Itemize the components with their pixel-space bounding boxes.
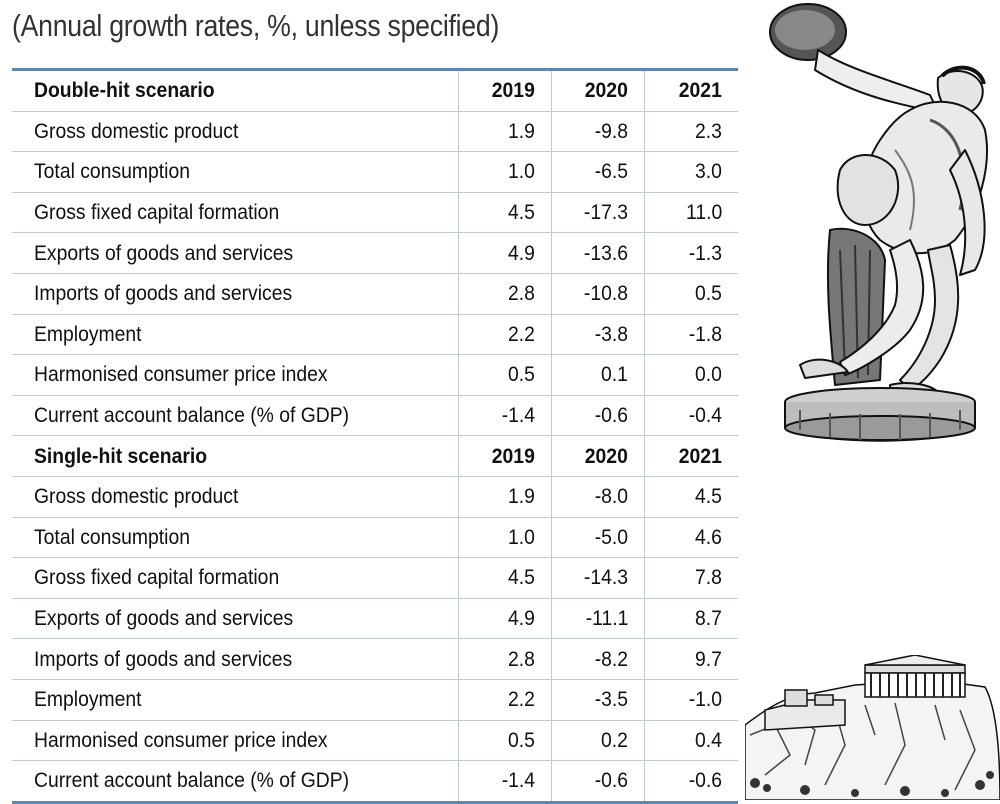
value-cell: -3.8	[551, 314, 644, 355]
table-subtitle: (Annual growth rates, %, unless specifie…	[12, 8, 500, 43]
value-cell: -3.5	[551, 679, 644, 720]
value-cell: -11.1	[551, 598, 644, 639]
table-row: Current account balance (% of GDP) -1.4 -0…	[12, 761, 738, 801]
row-label: Harmonised consumer price index	[34, 727, 328, 752]
table-row: Imports of goods and services 2.8 -8.2 9.7	[12, 639, 738, 680]
row-label: Current account balance (% of GDP)	[34, 403, 350, 428]
economic-outlook-table: Double-hit scenario 2019 2020 2021 Gross dom…	[12, 68, 738, 804]
value-cell: 4.9	[458, 598, 551, 639]
value-cell: 4.6	[644, 517, 738, 558]
table-row: Imports of goods and services 2.8 -10.8 0.5	[12, 273, 738, 315]
value-cell: -14.3	[551, 558, 644, 598]
value-cell: -0.6	[644, 761, 738, 801]
section-header-row: Double-hit scenario 2019 2020 2021	[12, 71, 738, 112]
value-cell: -1.4	[458, 395, 551, 436]
year-header: 2021	[644, 436, 738, 476]
discobolus-statue-illustration	[769, 3, 988, 442]
value-cell: 0.2	[551, 720, 644, 761]
row-label: Gross domestic product	[34, 118, 239, 143]
table-row: Harmonised consumer price index 0.5 0.1 0.0	[12, 355, 738, 396]
value-cell: 2.2	[458, 314, 551, 355]
table-row: Gross fixed capital formation 4.5 -14.3 7.8	[12, 558, 738, 599]
value-cell: 8.7	[644, 598, 738, 639]
table-row: Current account balance (% of GDP) -1.4 -0…	[12, 395, 738, 437]
value-cell: -0.6	[551, 395, 644, 436]
value-cell: -1.8	[644, 314, 738, 355]
value-cell: 9.7	[644, 639, 738, 679]
value-cell: 7.8	[644, 558, 738, 598]
value-cell: 1.0	[458, 517, 551, 558]
value-cell: 1.9	[458, 476, 551, 517]
row-label: Harmonised consumer price index	[34, 362, 328, 387]
value-cell: 0.1	[551, 355, 644, 395]
acropolis-illustration	[745, 655, 1000, 800]
value-cell: 0.4	[644, 720, 738, 761]
row-label: Current account balance (% of GDP)	[34, 768, 350, 793]
value-cell: -1.0	[644, 679, 738, 720]
value-cell: 4.5	[644, 476, 738, 517]
row-label: Total consumption	[34, 159, 190, 184]
value-cell: 11.0	[644, 192, 738, 233]
value-cell: -17.3	[551, 192, 644, 233]
row-label: Employment	[34, 687, 142, 712]
year-header: 2021	[644, 71, 738, 111]
value-cell: 0.5	[644, 273, 738, 314]
row-label: Gross fixed capital formation	[34, 565, 280, 590]
row-label: Exports of goods and services	[34, 240, 294, 265]
value-cell: 2.2	[458, 679, 551, 720]
value-cell: -6.5	[551, 152, 644, 192]
value-cell: 4.9	[458, 233, 551, 273]
value-cell: -9.8	[551, 111, 644, 152]
value-cell: -13.6	[551, 233, 644, 273]
table-row: Gross fixed capital formation 4.5 -17.3 11.…	[12, 192, 738, 234]
value-cell: -1.3	[644, 233, 738, 273]
table-row: Exports of goods and services 4.9 -11.1 8.7	[12, 598, 738, 640]
table-row: Gross domestic product 1.9 -8.0 4.5	[12, 476, 738, 518]
value-cell: 0.5	[458, 720, 551, 761]
section-header-row: Single-hit scenario 2019 2020 2021	[12, 436, 738, 477]
value-cell: 0.0	[644, 355, 738, 395]
row-label: Imports of goods and services	[34, 646, 293, 671]
value-cell: -1.4	[458, 761, 551, 801]
year-header: 2019	[458, 436, 551, 476]
value-cell: -8.0	[551, 476, 644, 517]
value-cell: 2.8	[458, 273, 551, 314]
row-label: Imports of goods and services	[34, 281, 293, 306]
value-cell: 1.0	[458, 152, 551, 192]
value-cell: 0.5	[458, 355, 551, 395]
year-header: 2020	[551, 436, 644, 476]
value-cell: 4.5	[458, 558, 551, 598]
table-row: Total consumption 1.0 -5.0 4.6	[12, 517, 738, 559]
section-title: Single-hit scenario	[34, 443, 208, 468]
table-row: Total consumption 1.0 -6.5 3.0	[12, 152, 738, 193]
value-cell: -0.6	[551, 761, 644, 801]
row-label: Employment	[34, 321, 142, 346]
table-row: Exports of goods and services 4.9 -13.6 -1.…	[12, 233, 738, 274]
value-cell: 3.0	[644, 152, 738, 192]
value-cell: 2.8	[458, 639, 551, 679]
value-cell: -8.2	[551, 639, 644, 679]
row-label: Gross fixed capital formation	[34, 200, 280, 225]
year-header: 2020	[551, 71, 644, 111]
table-row: Harmonised consumer price index 0.5 0.2 0.4	[12, 720, 738, 762]
section-title: Double-hit scenario	[34, 78, 215, 103]
value-cell: -0.4	[644, 395, 738, 436]
value-cell: 1.9	[458, 111, 551, 152]
value-cell: 2.3	[644, 111, 738, 152]
value-cell: 4.5	[458, 192, 551, 233]
table-row: Employment 2.2 -3.5 -1.0	[12, 679, 738, 721]
year-header: 2019	[458, 71, 551, 111]
row-label: Total consumption	[34, 524, 190, 549]
row-label: Gross domestic product	[34, 484, 239, 509]
table-row: Employment 2.2 -3.8 -1.8	[12, 314, 738, 356]
value-cell: -10.8	[551, 273, 644, 314]
table-row: Gross domestic product 1.9 -9.8 2.3	[12, 111, 738, 153]
value-cell: -5.0	[551, 517, 644, 558]
row-label: Exports of goods and services	[34, 606, 294, 631]
